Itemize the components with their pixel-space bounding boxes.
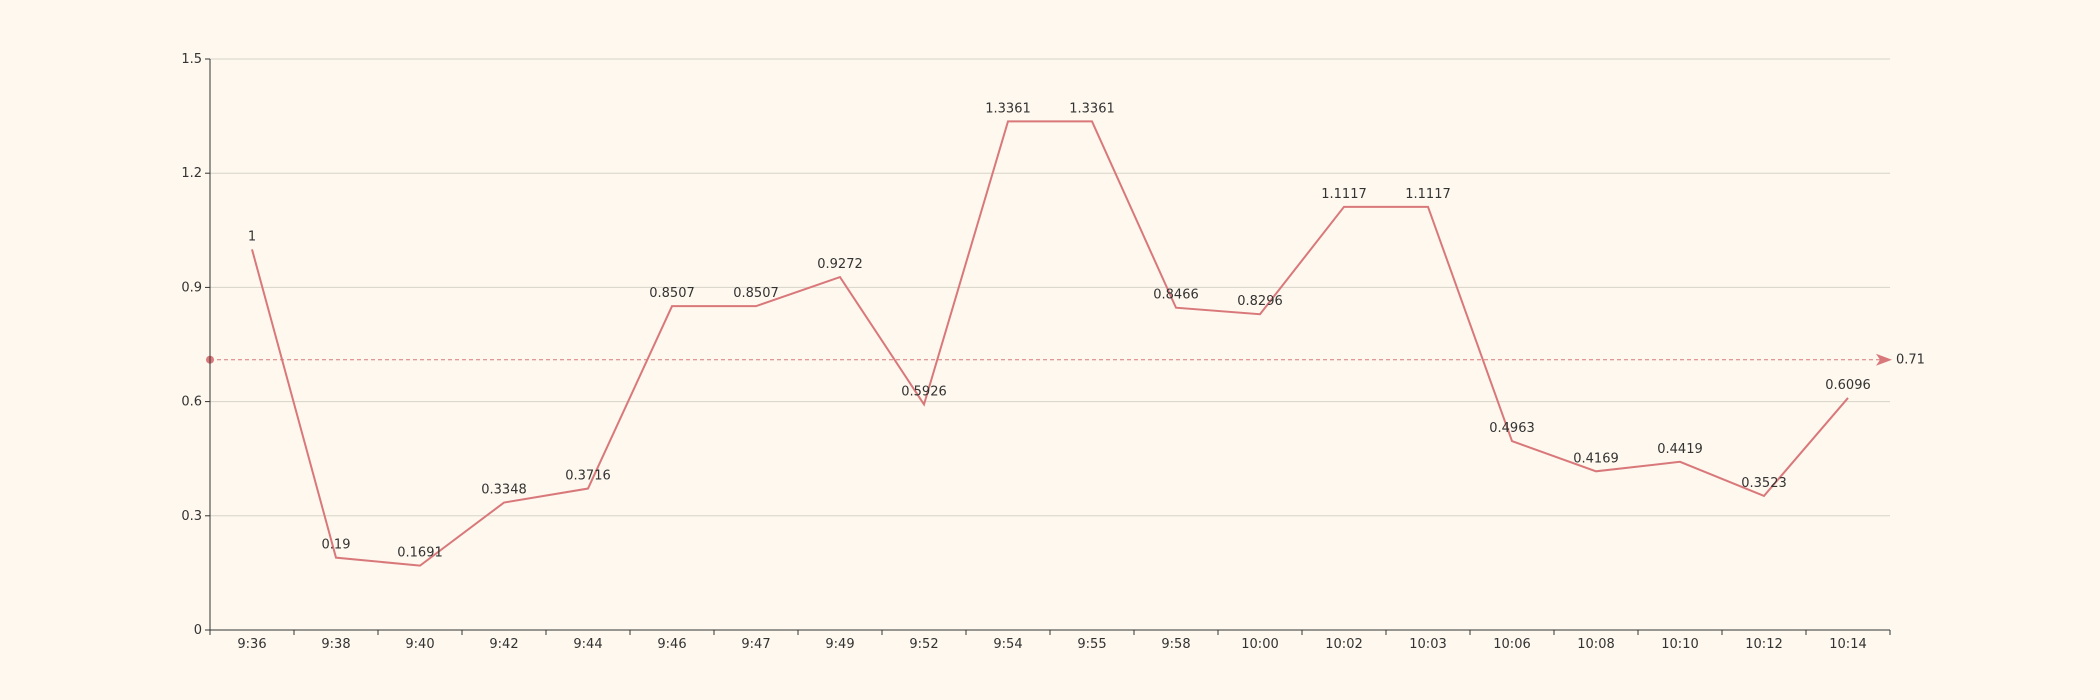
x-tick-label: 10:00	[1241, 637, 1278, 652]
x-tick-label: 9:44	[573, 637, 602, 652]
data-label: 0.4963	[1489, 421, 1535, 436]
data-label: 1.3361	[1069, 101, 1115, 116]
x-tick-label: 10:03	[1409, 637, 1446, 652]
data-label: 0.4169	[1573, 451, 1619, 466]
x-tick-label: 10:08	[1577, 637, 1614, 652]
y-tick-label: 0	[194, 623, 202, 638]
data-label: 0.9272	[817, 257, 863, 272]
data-label: 0.8466	[1153, 288, 1199, 303]
x-tick-label: 9:40	[405, 637, 434, 652]
data-label: 0.8507	[733, 286, 779, 301]
x-tick-label: 10:02	[1325, 637, 1362, 652]
data-label: 0.4419	[1657, 442, 1703, 457]
data-label: 0.8507	[649, 286, 695, 301]
series-group	[251, 120, 1849, 567]
axes: 0 0.3 0.6 0.9 1.2 1.5 9:36 9:38 9:40 9:42 9:44 9:46…	[181, 52, 1891, 652]
data-label: 0.6096	[1825, 378, 1871, 393]
series-line	[251, 120, 1849, 567]
data-labels: 1 0.19 0.1691 0.3348 0.3716 0.8507 0.8507 0.927…	[248, 101, 1871, 560]
data-label: 0.19	[322, 538, 351, 553]
data-label: 0.8296	[1237, 294, 1283, 309]
data-label: 1	[248, 229, 256, 244]
x-tick-label: 10:10	[1661, 637, 1698, 652]
reference-line-group: 0.71	[206, 353, 1925, 368]
x-tick-label: 9:36	[237, 637, 266, 652]
data-label: 0.3523	[1741, 476, 1787, 491]
reference-line-arrow	[1876, 353, 1892, 366]
data-label: 1.3361	[985, 101, 1031, 116]
y-tick-label: 0.3	[181, 509, 202, 524]
grid-lines	[210, 58, 1890, 517]
y-tick-label: 0.6	[181, 395, 202, 410]
x-tick-label: 9:54	[993, 637, 1022, 652]
y-tick-label: 1.5	[181, 52, 202, 67]
x-tick-label: 9:58	[1161, 637, 1190, 652]
data-label: 0.5926	[901, 384, 947, 399]
x-tick-label: 10:12	[1745, 637, 1782, 652]
x-tick-label: 10:14	[1829, 637, 1866, 652]
data-label: 1.1117	[1321, 187, 1367, 202]
x-tick-label: 10:06	[1493, 637, 1530, 652]
reference-line-label: 0.71	[1896, 353, 1925, 368]
data-label: 1.1117	[1405, 187, 1451, 202]
x-tick-label: 9:52	[909, 637, 938, 652]
data-label: 0.1691	[397, 546, 443, 561]
y-tick-label: 0.9	[181, 280, 202, 295]
x-tick-label: 9:49	[825, 637, 854, 652]
x-tick-label: 9:42	[489, 637, 518, 652]
x-tick-label: 9:38	[321, 637, 350, 652]
x-tick-label: 9:46	[657, 637, 686, 652]
y-tick-label: 1.2	[181, 166, 202, 181]
x-tick-label: 9:47	[741, 637, 770, 652]
data-label: 0.3716	[565, 469, 611, 484]
data-label: 0.3348	[481, 483, 527, 498]
x-tick-label: 9:55	[1077, 637, 1106, 652]
